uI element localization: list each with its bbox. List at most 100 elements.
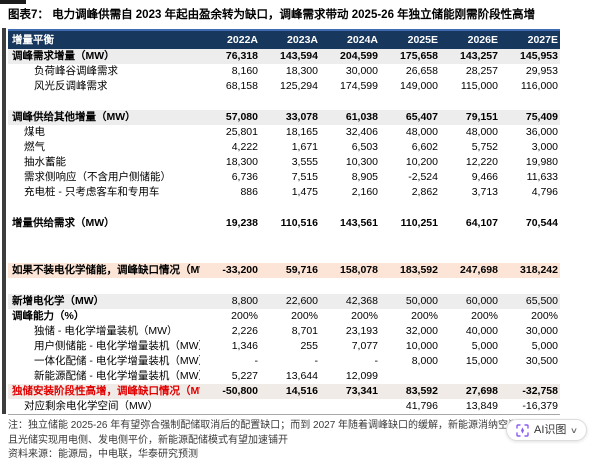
cell-value: 19,980 — [525, 156, 558, 168]
header-year-column: 2024A — [347, 33, 378, 46]
header-year-column: 2026E — [467, 33, 498, 46]
cell-value: 175,658 — [400, 50, 438, 62]
cell-value: 60,000 — [465, 295, 498, 307]
table-row: 一体化配储 - 电化学增量装机（MW） - - - 8,000 15,000 30,500 — [8, 354, 560, 369]
table-row: 煤电 25,801 18,165 32,406 48,000 48,000 36,000 — [8, 125, 560, 140]
cell-value: 76,318 — [225, 50, 258, 62]
row-label: 独储 - 电化学增量装机（MW） — [34, 325, 178, 337]
cell-value: 3,713 — [471, 186, 498, 198]
table-spacer-row — [8, 200, 560, 216]
cell-value: 14,516 — [285, 385, 318, 397]
cell-value: 70,544 — [525, 217, 558, 229]
cell-value: 110,251 — [400, 217, 438, 229]
row-label: 调峰能力（%） — [12, 310, 85, 322]
footnote-line-1: 注：独立储能 2025-26 年有望弥合强制配储取消后的配置缺口；而到 2027… — [8, 420, 519, 431]
cell-value: 40,000 — [465, 325, 498, 337]
cell-value: 174,599 — [340, 80, 378, 92]
cell-value: 8,905 — [351, 171, 378, 183]
cell-value: 5,000 — [471, 340, 498, 352]
cell-value: 143,561 — [340, 217, 378, 229]
table-row: 需求侧响应（不含用户侧储能） 6,736 7,515 8,905 -2,524 9,466… — [8, 170, 560, 185]
supply-demand-table: 增量平衡 2022A 2023A 2024A 2025E 2026E 2027E 调峰需求增量… — [8, 29, 560, 415]
cell-value: 204,599 — [340, 50, 378, 62]
table-row: 新能源配储 - 电化学增量装机（MW） 5,227 13,644 12,099 — [8, 369, 560, 384]
row-label: 对应剩余电化学空间（MW） — [24, 400, 159, 412]
cell-value: 29,953 — [525, 65, 558, 77]
cell-value: 200% — [531, 310, 558, 322]
ai-image-recognition-button[interactable]: AI识图 ∨ — [506, 419, 588, 441]
cell-value: 200% — [291, 310, 318, 322]
table-header-row: 增量平衡 2022A 2023A 2024A 2025E 2026E 2027E — [8, 29, 560, 49]
cell-value: 73,341 — [345, 385, 378, 397]
row-label: 调峰需求增量（MW） — [12, 50, 115, 62]
cell-value: 36,000 — [525, 126, 558, 138]
table-spacer-row — [8, 231, 560, 263]
cell-value: 30,000 — [345, 65, 378, 77]
cell-value: 13,644 — [285, 370, 318, 382]
cell-value: 200% — [411, 310, 438, 322]
cell-value: 11,633 — [526, 171, 558, 183]
row-label: 燃气 — [24, 141, 45, 153]
row-label: 调峰供给其他增量（MW） — [12, 111, 136, 123]
row-label: 一体化配储 - 电化学增量装机（MW） — [34, 355, 200, 367]
cell-value: 1,346 — [231, 340, 258, 352]
cell-value: 6,736 — [231, 171, 258, 183]
cell-value: 116,000 — [520, 80, 558, 92]
row-label: 风光反调峰需求 — [34, 80, 108, 92]
cell-value: 50,000 — [405, 295, 438, 307]
cell-value: 200% — [351, 310, 378, 322]
cell-value: 75,409 — [525, 111, 558, 123]
cell-value: 143,257 — [460, 50, 498, 62]
cell-value: -33,200 — [222, 264, 258, 276]
cell-value: 13,849 — [465, 400, 498, 412]
table-row: 新增电化学（MW） 8,800 22,600 42,368 50,000 60,000 65… — [8, 294, 560, 309]
cell-value: 1,475 — [291, 186, 318, 198]
row-label: 新增电化学（MW） — [12, 295, 105, 307]
table-row: 燃气 4,222 1,671 6,503 6,602 5,752 3,000 — [8, 140, 560, 155]
table-row: 调峰需求增量（MW） 76,318 143,594 204,599 175,658 143… — [8, 49, 560, 64]
cell-value: 115,000 — [460, 80, 498, 92]
cell-value: 42,368 — [345, 295, 378, 307]
cell-value: 18,300 — [225, 156, 258, 168]
cell-value: 5,000 — [531, 340, 558, 352]
cell-value: 183,592 — [400, 264, 438, 276]
table-row: 负荷峰谷调峰需求 8,160 18,300 30,000 26,658 28,257 29,… — [8, 64, 560, 79]
cell-value: 18,165 — [285, 126, 318, 138]
cell-value: 247,698 — [460, 264, 498, 276]
cell-value: 10,000 — [405, 340, 438, 352]
cell-value: 2,862 — [411, 186, 438, 198]
cell-value: 8,000 — [411, 355, 438, 367]
table-row: 调峰供给其他增量（MW） 57,080 33,078 61,038 65,407 79,1… — [8, 110, 560, 125]
cell-value: -50,800 — [222, 385, 258, 397]
cell-value: 3,000 — [531, 141, 558, 153]
cell-value: 18,300 — [285, 65, 318, 77]
cell-value: 61,038 — [345, 111, 378, 123]
cell-value: 8,701 — [291, 325, 318, 337]
cell-value: 5,752 — [471, 141, 498, 153]
row-label: 负荷峰谷调峰需求 — [34, 65, 118, 77]
cell-value: 41,796 — [405, 400, 438, 412]
cell-value: 48,000 — [405, 126, 438, 138]
cell-value: 3,555 — [291, 156, 318, 168]
cell-value: 25,801 — [225, 126, 258, 138]
cell-value: 10,200 — [405, 156, 438, 168]
cell-value: 2,160 — [351, 186, 378, 198]
table-row: 独储 - 电化学增量装机（MW） 2,226 8,701 23,193 32,000 40… — [8, 324, 560, 339]
cell-value: 318,242 — [520, 264, 558, 276]
table-row: 风光反调峰需求 68,158 125,294 174,599 149,000 115,00… — [8, 79, 560, 94]
footnote-line-2: 且光储实现用电侧、发电侧平价，新能源配储模式有望加速铺开 — [8, 434, 288, 446]
cell-value: 27,698 — [465, 385, 498, 397]
table-row: 增量供给需求（MW） 19,238 110,516 143,561 110,251 64,… — [8, 216, 560, 231]
cell-value: 4,222 — [231, 141, 258, 153]
row-label: 煤电 — [24, 126, 45, 138]
figure-footnotes: 注：独立储能 2025-26 年有望弥合强制配储取消后的配置缺口；而到 2027… — [8, 419, 592, 463]
cell-value: 1,671 — [291, 141, 318, 153]
row-label: 充电桩 - 只考虑客车和专用车 — [24, 186, 160, 198]
table-row: 用户侧储能 - 电化学增量装机（MW） 1,346 255 7,077 10,000 5,… — [8, 339, 560, 354]
table-row: 充电桩 - 只考虑客车和专用车 886 1,475 2,160 2,862 3,713 4,… — [8, 185, 560, 200]
cell-value: 125,294 — [280, 80, 318, 92]
cell-value: - — [374, 355, 379, 367]
row-label: 抽水蓄能 — [24, 156, 66, 168]
cell-value: 8,160 — [231, 65, 258, 77]
cell-value: 65,500 — [525, 295, 558, 307]
